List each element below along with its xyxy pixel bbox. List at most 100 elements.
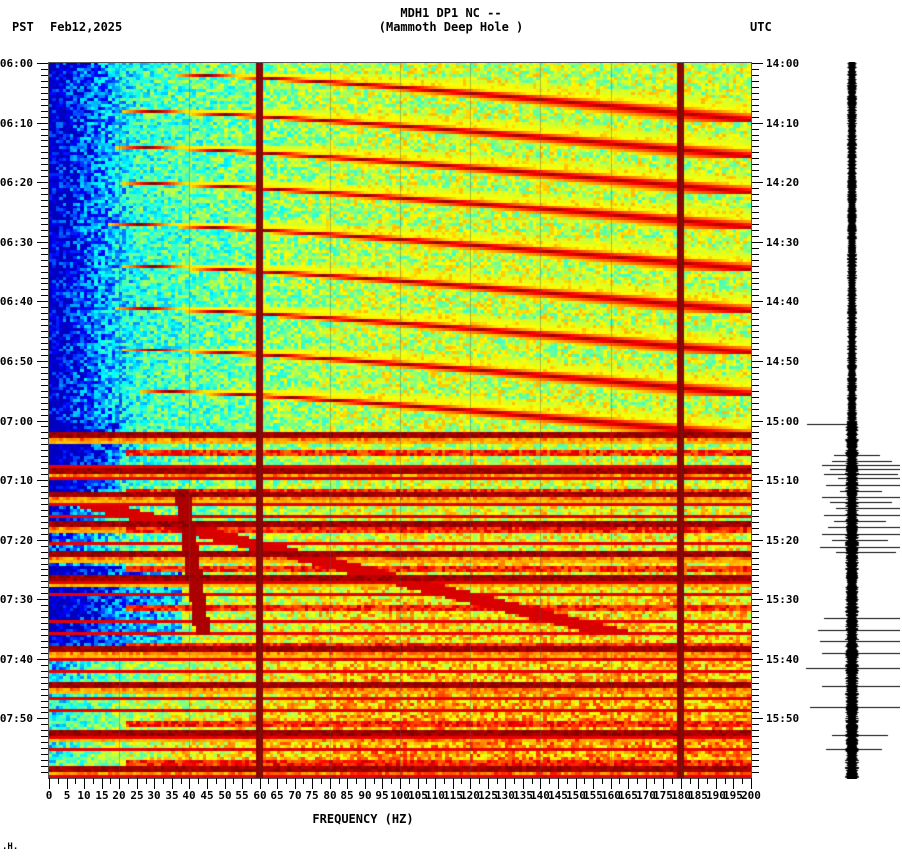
right-axis-minor-tick bbox=[752, 218, 759, 219]
right-axis-minor-tick bbox=[752, 283, 759, 284]
spectrogram-canvas bbox=[49, 63, 751, 778]
right-axis-minor-tick bbox=[752, 426, 759, 427]
frequency-axis-minor-tick bbox=[391, 778, 392, 784]
left-axis-minor-tick bbox=[41, 99, 48, 100]
right-axis-minor-tick bbox=[752, 158, 759, 159]
left-axis-minor-tick bbox=[41, 391, 48, 392]
left-axis-minor-tick bbox=[41, 385, 48, 386]
frequency-axis-minor-tick bbox=[216, 778, 217, 784]
right-axis-minor-tick bbox=[752, 206, 759, 207]
right-axis-minor-tick bbox=[752, 319, 759, 320]
frequency-axis-minor-tick bbox=[146, 778, 147, 784]
frequency-axis-tick bbox=[312, 778, 313, 789]
left-axis-minor-tick bbox=[41, 69, 48, 70]
frequency-axis-minor-tick bbox=[690, 778, 691, 784]
left-axis-minor-tick bbox=[41, 754, 48, 755]
left-axis-minor-tick bbox=[41, 337, 48, 338]
left-axis-minor-tick bbox=[41, 212, 48, 213]
frequency-axis-tick bbox=[365, 778, 366, 789]
right-axis-minor-tick bbox=[752, 760, 759, 761]
seismogram-canvas bbox=[800, 62, 900, 779]
right-axis-minor-tick bbox=[752, 337, 759, 338]
frequency-axis-minor-tick bbox=[58, 778, 59, 784]
right-axis-minor-tick bbox=[752, 438, 759, 439]
left-axis-minor-tick bbox=[41, 176, 48, 177]
frequency-axis-tick bbox=[137, 778, 138, 789]
left-axis-minor-tick bbox=[41, 510, 48, 511]
left-axis-minor-tick bbox=[41, 552, 48, 553]
left-axis-minor-tick bbox=[41, 468, 48, 469]
left-axis-minor-tick bbox=[41, 283, 48, 284]
right-axis-minor-tick bbox=[752, 522, 759, 523]
left-axis-minor-tick bbox=[41, 331, 48, 332]
right-axis-minor-tick bbox=[752, 248, 759, 249]
left-axis-minor-tick bbox=[41, 266, 48, 267]
left-axis-tick-label: 06:00 bbox=[0, 57, 33, 70]
right-axis-minor-tick bbox=[752, 736, 759, 737]
right-axis-minor-tick bbox=[752, 504, 759, 505]
left-axis-major-tick bbox=[37, 421, 48, 422]
spectrogram-plot[interactable] bbox=[48, 62, 752, 779]
left-axis-minor-tick bbox=[41, 295, 48, 296]
left-axis-major-tick bbox=[37, 301, 48, 302]
right-axis-minor-tick bbox=[752, 373, 759, 374]
frequency-axis-minor-tick bbox=[742, 778, 743, 784]
left-axis-minor-tick bbox=[41, 629, 48, 630]
right-axis-minor-tick bbox=[752, 647, 759, 648]
left-axis-minor-tick bbox=[41, 81, 48, 82]
right-axis-minor-tick bbox=[752, 665, 759, 666]
left-axis-tick-label: 06:40 bbox=[0, 295, 33, 308]
right-axis-minor-tick bbox=[752, 343, 759, 344]
frequency-axis-tick bbox=[207, 778, 208, 789]
left-axis-minor-tick bbox=[41, 707, 48, 708]
frequency-axis-minor-tick bbox=[233, 778, 234, 784]
left-axis-minor-tick bbox=[41, 724, 48, 725]
left-axis-minor-tick bbox=[41, 605, 48, 606]
frequency-axis-tick bbox=[382, 778, 383, 789]
frequency-axis-minor-tick bbox=[619, 778, 620, 784]
right-axis-minor-tick bbox=[752, 129, 759, 130]
right-axis-minor-tick bbox=[752, 367, 759, 368]
right-axis-minor-tick bbox=[752, 397, 759, 398]
right-axis-minor-tick bbox=[752, 695, 759, 696]
right-axis-minor-tick bbox=[752, 617, 759, 618]
left-axis-minor-tick bbox=[41, 409, 48, 410]
right-axis-minor-tick bbox=[752, 403, 759, 404]
right-axis-minor-tick bbox=[752, 313, 759, 314]
right-axis-minor-tick bbox=[752, 766, 759, 767]
frequency-axis-tick bbox=[49, 778, 50, 789]
frequency-axis-tick bbox=[67, 778, 68, 789]
right-axis-minor-tick bbox=[752, 254, 759, 255]
frequency-axis-minor-tick bbox=[321, 778, 322, 784]
left-axis-minor-tick bbox=[41, 528, 48, 529]
right-axis-major-tick bbox=[752, 242, 763, 243]
left-axis-minor-tick bbox=[41, 558, 48, 559]
left-axis-minor-tick bbox=[41, 403, 48, 404]
right-axis-major-tick bbox=[752, 63, 763, 64]
right-axis-minor-tick bbox=[752, 498, 759, 499]
left-axis-minor-tick bbox=[41, 206, 48, 207]
right-axis-minor-tick bbox=[752, 81, 759, 82]
left-axis-minor-tick bbox=[41, 474, 48, 475]
left-axis-minor-tick bbox=[41, 170, 48, 171]
x-axis-title-text: FREQUENCY (HZ) bbox=[312, 812, 413, 826]
frequency-axis-minor-tick bbox=[532, 778, 533, 784]
right-axis-major-tick bbox=[752, 301, 763, 302]
left-axis-minor-tick bbox=[41, 254, 48, 255]
right-axis-minor-tick bbox=[752, 724, 759, 725]
left-axis-minor-tick bbox=[41, 426, 48, 427]
left-axis-major-tick bbox=[37, 182, 48, 183]
frequency-axis-tick bbox=[558, 778, 559, 789]
frequency-axis-tick bbox=[751, 778, 752, 789]
frequency-axis-tick bbox=[418, 778, 419, 789]
frequency-axis-tick bbox=[347, 778, 348, 789]
left-axis-minor-tick bbox=[41, 438, 48, 439]
left-axis-minor-tick bbox=[41, 307, 48, 308]
left-axis-minor-tick bbox=[41, 516, 48, 517]
frequency-axis-minor-tick bbox=[549, 778, 550, 784]
frequency-axis-tick bbox=[611, 778, 612, 789]
right-axis-minor-tick bbox=[752, 605, 759, 606]
x-axis-title: FREQUENCY (HZ) bbox=[0, 812, 902, 826]
right-axis-minor-tick bbox=[752, 635, 759, 636]
left-axis-minor-tick bbox=[41, 712, 48, 713]
